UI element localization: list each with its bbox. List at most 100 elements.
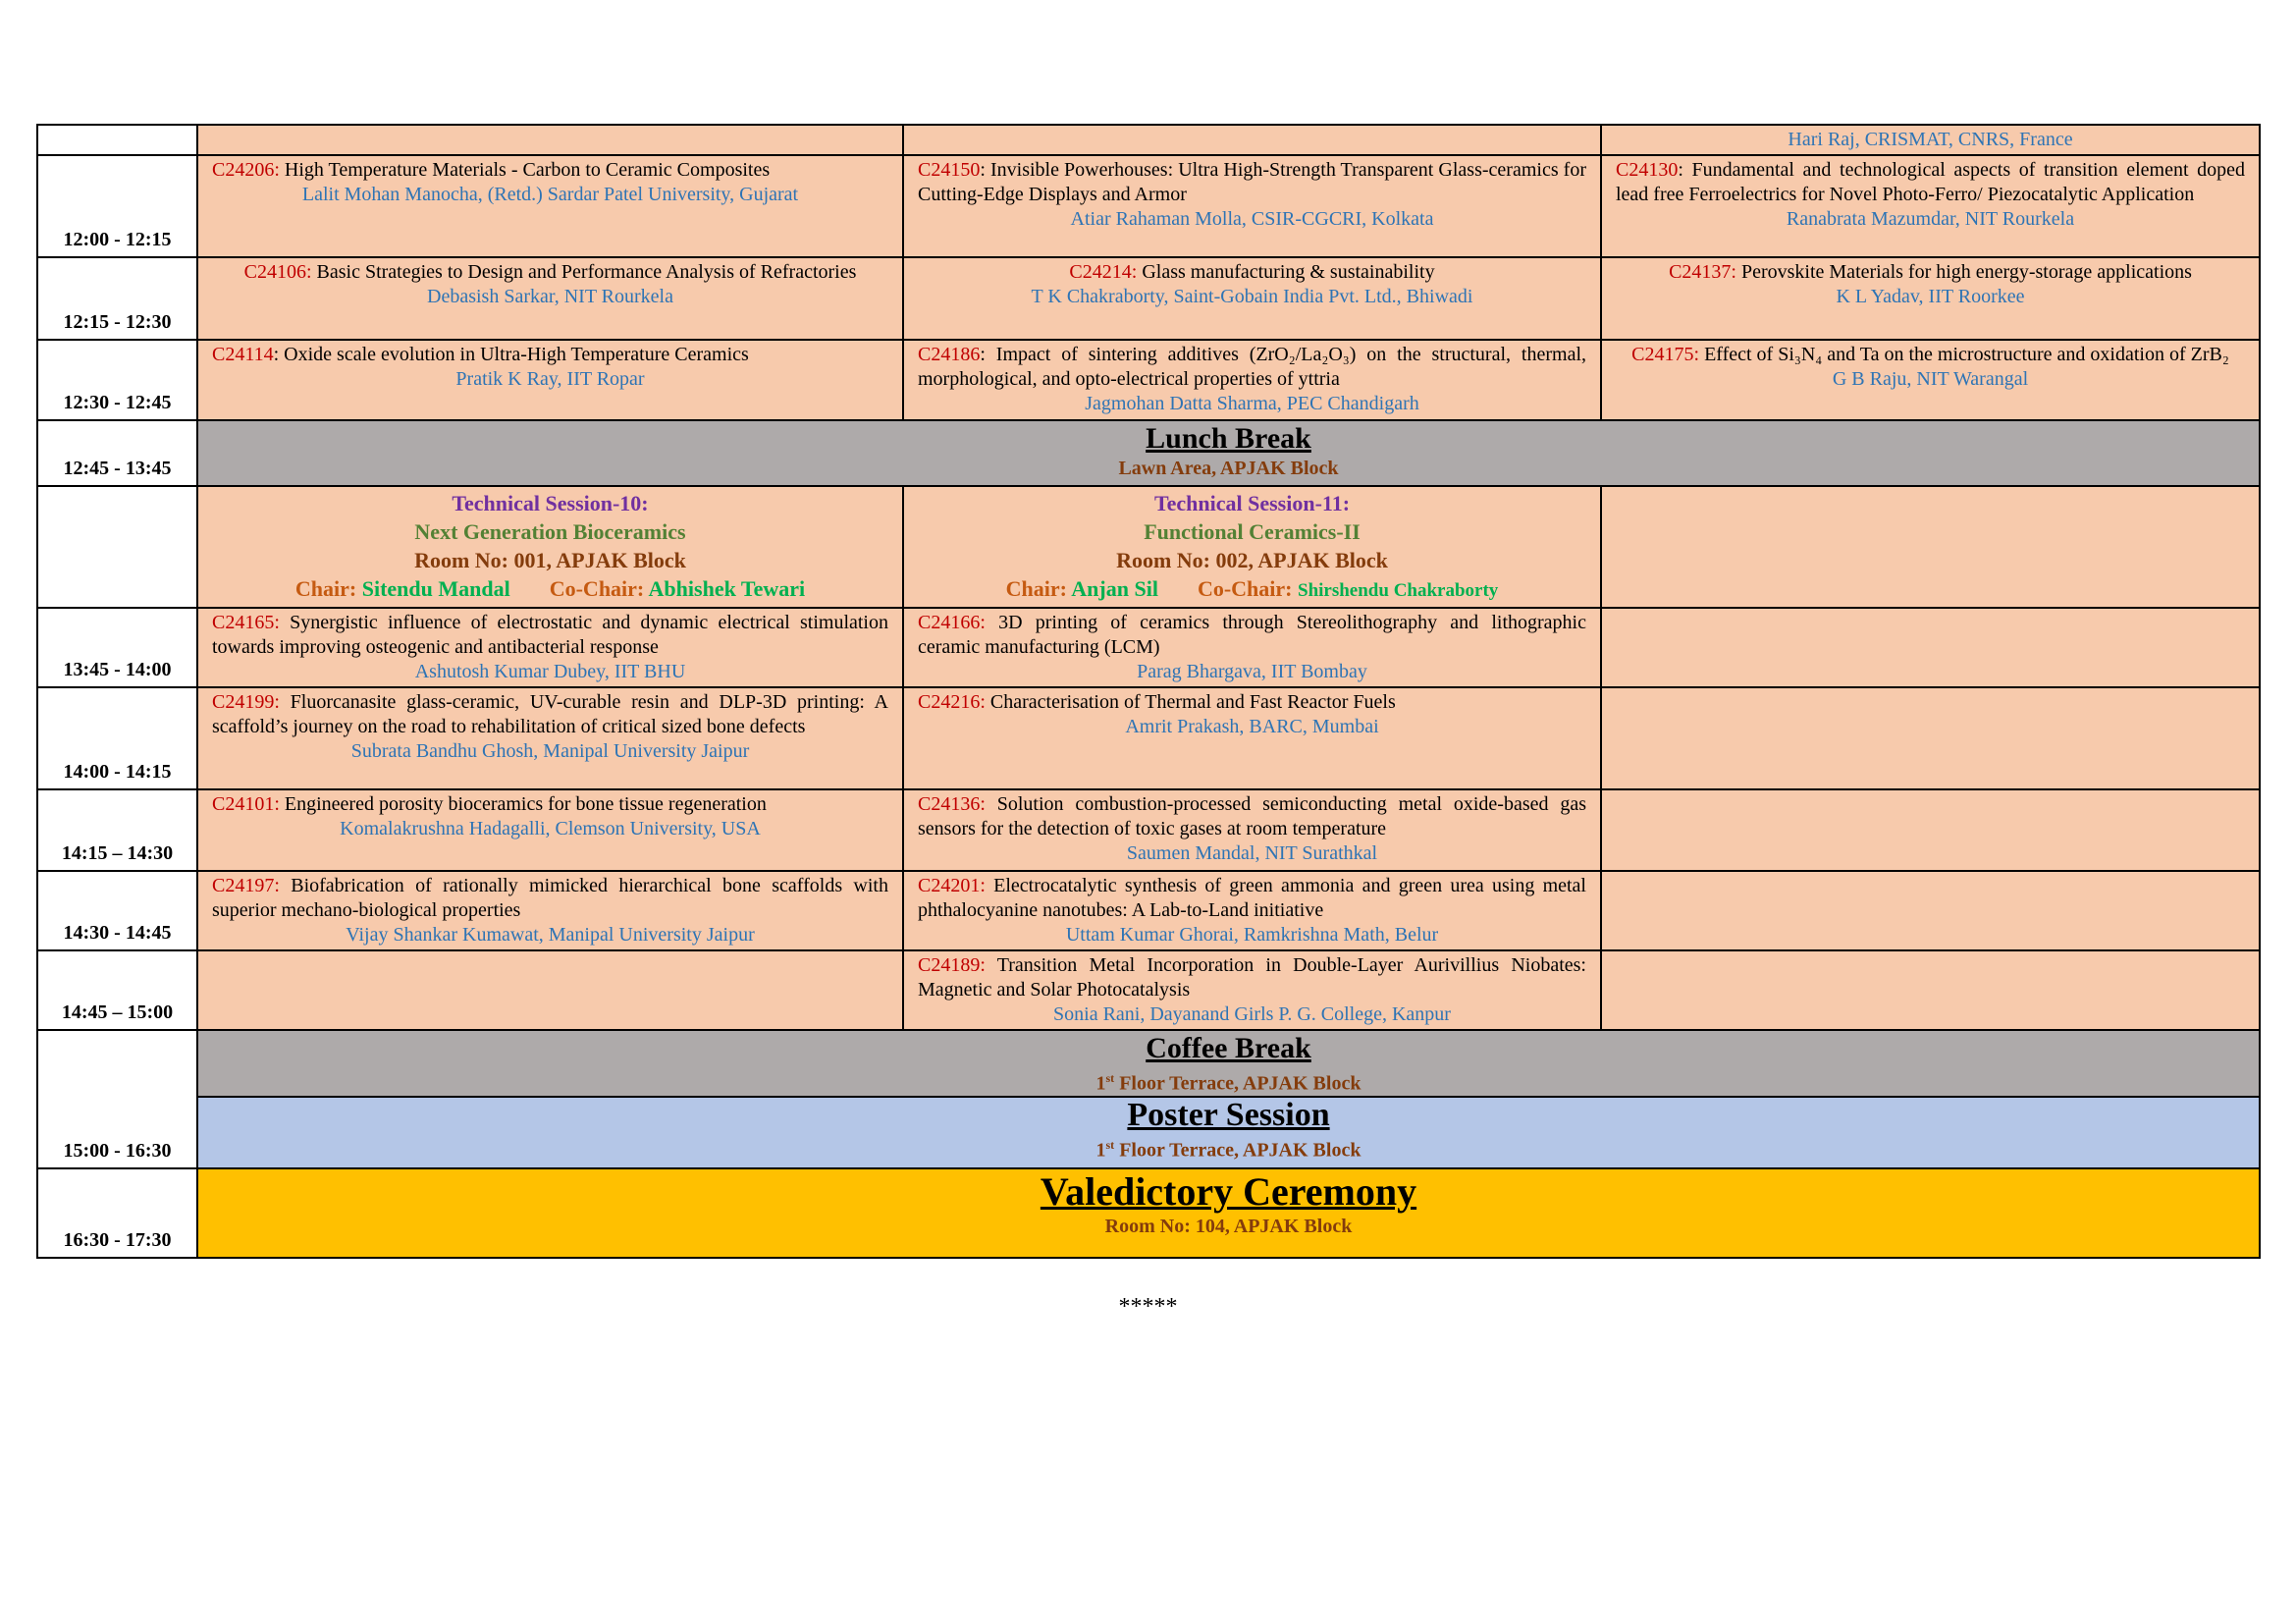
talk-title: Biofabrication of rationally mimicked hi… bbox=[212, 875, 888, 921]
talk-title: Fluorcanasite glass-ceramic, UV-curable … bbox=[212, 691, 888, 737]
talk: C24136: Solution combustion-processed se… bbox=[918, 792, 1586, 841]
talk-code: C24189: bbox=[918, 954, 986, 976]
schedule-row: Hari Raj, CRISMAT, CNRS, France bbox=[36, 124, 2261, 156]
chair-name: Sitendu Mandal bbox=[361, 576, 510, 601]
break-lunch: Lunch Break Lawn Area, APJAK Block bbox=[196, 419, 2261, 487]
talk-title-line: C24206: High Temperature Materials - Car… bbox=[212, 158, 888, 183]
empty-cell bbox=[1600, 607, 2261, 688]
time-slot: 15:00 - 16:30 bbox=[36, 1029, 198, 1169]
talk-title: Synergistic influence of electrostatic a… bbox=[212, 612, 888, 658]
talk: C24150: Invisible Powerhouses: Ultra Hig… bbox=[918, 158, 1586, 207]
talk-title: : Fundamental and technological aspects … bbox=[1616, 159, 2245, 205]
schedule-row: 14:30 - 14:45 C24197: Biofabrication of r… bbox=[36, 870, 2261, 951]
talk-code: C24150 bbox=[918, 159, 981, 181]
schedule-row: 16:30 - 17:30 Valedictory Ceremony Room No… bbox=[36, 1166, 2261, 1259]
speaker: Debasish Sarkar, NIT Rourkela bbox=[427, 286, 673, 307]
talk-cell: C24206: High Temperature Materials - Car… bbox=[196, 154, 904, 258]
empty-cell bbox=[1600, 788, 2261, 872]
session-header-cell: Technical Session-11: Functional Ceramics… bbox=[902, 485, 1602, 609]
talk-title: Glass manufacturing & sustainability bbox=[1137, 261, 1435, 283]
schedule-row: 15:00 - 16:30 Coffee Break 1st Floor Terra… bbox=[36, 1029, 2261, 1169]
time-slot: 14:15 – 14:30 bbox=[36, 788, 198, 872]
session-header-cell: Technical Session-10: Next Generation Bio… bbox=[196, 485, 904, 609]
talk-code: C24137: bbox=[1669, 261, 1736, 283]
talk-code: C24186 bbox=[918, 344, 981, 365]
time-slot: 12:15 - 12:30 bbox=[36, 256, 198, 341]
talk-code: C24165: bbox=[212, 612, 280, 633]
cochair-label: Co-Chair: bbox=[1197, 576, 1298, 601]
talk-title-line: C24101: Engineered porosity bioceramics … bbox=[212, 792, 888, 817]
cochair-label: Co-Chair: bbox=[549, 576, 649, 601]
talk: C24130: Fundamental and technological as… bbox=[1616, 158, 2245, 207]
talk-title: Solution combustion-processed semiconduc… bbox=[918, 793, 1586, 839]
speaker: Komalakrushna Hadagalli, Clemson Univers… bbox=[340, 818, 761, 839]
talk: C24137: Perovskite Materials for high en… bbox=[1616, 260, 2245, 285]
time-slot: 14:00 - 14:15 bbox=[36, 686, 198, 790]
talk: C24201: Electrocatalytic synthesis of gr… bbox=[918, 874, 1586, 923]
speaker: Atiar Rahaman Molla, CSIR-CGCRI, Kolkata bbox=[1070, 208, 1434, 230]
schedule-table: Hari Raj, CRISMAT, CNRS, France 12:00 - 1… bbox=[36, 124, 2261, 1259]
talk-title: Characterisation of Thermal and Fast Rea… bbox=[985, 691, 1396, 713]
band-venue: 1st Floor Terrace, APJAK Block bbox=[198, 1133, 2259, 1163]
venue-ordinal: st bbox=[1105, 1137, 1115, 1152]
empty-cell bbox=[196, 949, 904, 1031]
schedule-row: 14:00 - 14:15 C24199: Fluorcanasite glass… bbox=[36, 686, 2261, 790]
talk: C24166: 3D printing of ceramics through … bbox=[918, 611, 1586, 660]
talk: C24206: High Temperature Materials - Car… bbox=[212, 158, 888, 183]
empty-cell bbox=[196, 124, 904, 156]
talk: C24186: Impact of sintering additives (Z… bbox=[918, 343, 1586, 392]
talk-title-line: C24214: Glass manufacturing & sustainabi… bbox=[918, 260, 1586, 285]
speaker: K L Yadav, IIT Roorkee bbox=[1836, 286, 2025, 307]
talk-code: C24197: bbox=[212, 875, 280, 896]
talk-title-line: C24166: 3D printing of ceramics through … bbox=[918, 611, 1586, 660]
schedule-row: 12:00 - 12:15 C24206: High Temperature Ma… bbox=[36, 154, 2261, 258]
talk-cell: C24106: Basic Strategies to Design and P… bbox=[196, 256, 904, 341]
talk: C24101: Engineered porosity bioceramics … bbox=[212, 792, 888, 817]
talk-title: Basic Strategies to Design and Performan… bbox=[311, 261, 857, 283]
band-venue: Lawn Area, APJAK Block bbox=[1118, 458, 1339, 479]
empty-cell bbox=[1600, 949, 2261, 1031]
talk-title-line: C24106: Basic Strategies to Design and P… bbox=[212, 260, 888, 285]
speaker: Saumen Mandal, NIT Surathkal bbox=[1126, 842, 1378, 864]
talk-title: Electrocatalytic synthesis of green ammo… bbox=[918, 875, 1586, 921]
talk-title: Transition Metal Incorporation in Double… bbox=[918, 954, 1586, 1001]
session-name: Technical Session-10: bbox=[452, 491, 649, 515]
band-title: Poster Session bbox=[1127, 1096, 1330, 1133]
speaker: Ranabrata Mazumdar, NIT Rourkela bbox=[1786, 208, 2075, 230]
speaker: Lalit Mohan Manocha, (Retd.) Sardar Pate… bbox=[301, 184, 799, 205]
talk-cell: C24214: Glass manufacturing & sustainabi… bbox=[902, 256, 1602, 341]
session-topic: Functional Ceramics-II bbox=[1144, 519, 1361, 544]
session-chairs: Chair: Anjan Sil Co-Chair: Shirshendu Cha… bbox=[918, 574, 1586, 605]
session-room: Room No: 001, APJAK Block bbox=[414, 548, 686, 572]
session-header-cell bbox=[1600, 485, 2261, 609]
time-slot: 12:45 - 13:45 bbox=[36, 419, 198, 487]
talk: C24216: Characterisation of Thermal and … bbox=[918, 690, 1586, 715]
talk-cell: C24175: Effect of Si₃N₄ and Ta on the mi… bbox=[1600, 339, 2261, 421]
session-name: Technical Session-11: bbox=[1153, 491, 1351, 515]
talk-title-line: C24175: Effect of Si₃N₄ and Ta on the mi… bbox=[1616, 343, 2245, 367]
speaker: Ashutosh Kumar Dubey, IIT BHU bbox=[414, 661, 686, 682]
end-marker: ***** bbox=[1118, 1294, 1178, 1320]
talk-code: C24130 bbox=[1616, 159, 1679, 181]
talk-code: C24201: bbox=[918, 875, 986, 896]
talk-title-line: C24150: Invisible Powerhouses: Ultra Hig… bbox=[918, 158, 1586, 207]
empty-cell bbox=[1600, 870, 2261, 951]
time-slot bbox=[36, 124, 198, 156]
time-slot: 13:45 - 14:00 bbox=[36, 607, 198, 688]
venue-floor: 1 bbox=[1095, 1139, 1106, 1162]
talk-title-line: C24201: Electrocatalytic synthesis of gr… bbox=[918, 874, 1586, 923]
band-venue: 1st Floor Terrace, APJAK Block bbox=[198, 1066, 2259, 1096]
time-slot bbox=[36, 485, 198, 609]
talk-title: Effect of Si₃N₄ and Ta on the microstruc… bbox=[1699, 344, 2229, 365]
break-coffee: Coffee Break 1st Floor Terrace, APJAK Blo… bbox=[196, 1029, 2261, 1098]
speaker: Parag Bhargava, IIT Bombay bbox=[1137, 661, 1367, 682]
schedule-row: 14:45 – 15:00 C24189: Transition Metal In… bbox=[36, 949, 2261, 1031]
schedule-row: 12:45 - 13:45 Lunch Break Lawn Area, APJAK… bbox=[36, 419, 2261, 487]
talk-title-line: C24197: Biofabrication of rationally mim… bbox=[212, 874, 888, 923]
speaker: Hari Raj, CRISMAT, CNRS, France bbox=[1788, 129, 2073, 150]
talk: C24189: Transition Metal Incorporation i… bbox=[918, 953, 1586, 1002]
schedule-row: Technical Session-10: Next Generation Bio… bbox=[36, 485, 2261, 609]
break-valedictory: Valedictory Ceremony Room No: 104, APJAK … bbox=[196, 1166, 2261, 1259]
talk-code: C24214: bbox=[1069, 261, 1138, 283]
talk-title-line: C24165: Synergistic influence of electro… bbox=[212, 611, 888, 660]
